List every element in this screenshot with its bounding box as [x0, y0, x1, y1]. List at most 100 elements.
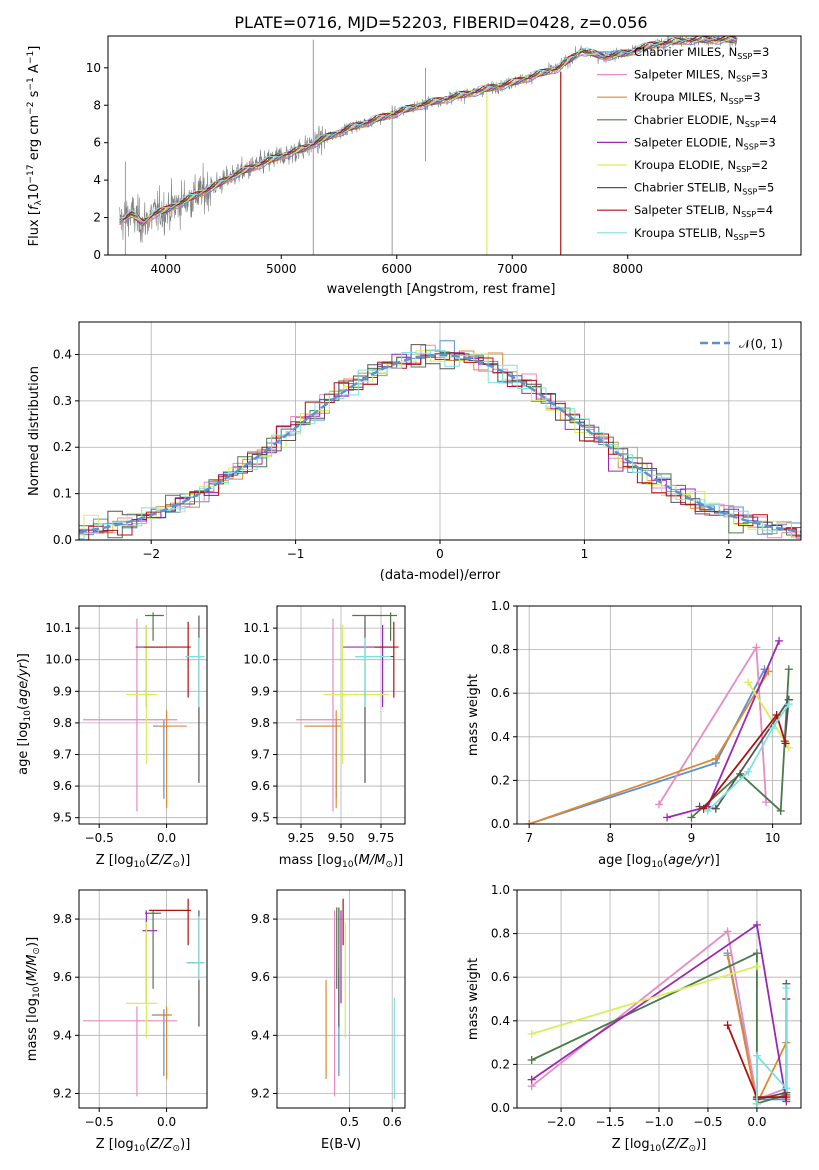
- ageM-ytick-label: 9.9: [251, 684, 270, 698]
- massZ-y-label: mass [log10(M/M⊙)]: [25, 937, 42, 1061]
- wAge-xtick-label: 10: [765, 831, 780, 845]
- wAge-ytick-label: 0.2: [491, 773, 510, 787]
- legend-label: Chabrier MILES, NSSP=3: [634, 45, 769, 61]
- wAge-plot-area: [525, 636, 793, 824]
- massEBV-x-label: E(B-V): [321, 1137, 361, 1152]
- ageM-ytick-label: 9.5: [251, 811, 270, 825]
- wAge-ytick-label: 0.4: [491, 730, 510, 744]
- massEBV-frame: [276, 889, 406, 1109]
- wAge-frame: [516, 605, 802, 825]
- figure-title: PLATE=0716, MJD=52203, FIBERID=0428, z=0…: [234, 13, 647, 32]
- wAge-ytick-label: 0.0: [491, 817, 510, 831]
- spectrum-y-label: Flux [fλ10−17 erg cm−2 s−1 A−1]: [26, 46, 44, 247]
- wZ-y-label: mass weight: [466, 958, 481, 1040]
- spectrum-ytick-label: 10: [86, 61, 101, 75]
- wAge-xtick-label: 8: [606, 831, 614, 845]
- ageZ-y-label: age [log10(age/yr)]: [16, 653, 33, 775]
- weight-line: [531, 965, 758, 1035]
- spectrum-frame: [107, 35, 802, 256]
- massEBV-xtick-label: 0.6: [383, 1115, 402, 1129]
- spectrum-model-line: [119, 36, 737, 222]
- massZ-xtick-label: 0.0: [157, 1115, 176, 1129]
- residuals-x-label: (data-model)/error: [380, 568, 501, 583]
- spectrum-ytick-label: 4: [93, 173, 101, 187]
- wZ-xtick-label: 0.0: [747, 1115, 766, 1129]
- massEBV-ytick-label: 9.2: [251, 1086, 270, 1100]
- weight-line: [756, 988, 788, 1104]
- ageZ-frame: [78, 605, 208, 825]
- residuals-ytick-label: 0.1: [53, 487, 72, 501]
- legend-label: Kroupa STELIB, NSSP=5: [634, 226, 766, 242]
- residuals-ytick-label: 0.0: [53, 533, 72, 547]
- ageZ-xtick-label: 0.0: [157, 831, 176, 845]
- spectrum-model-line: [119, 36, 737, 221]
- legend-label: Salpeter ELODIE, NSSP=3: [634, 135, 776, 151]
- weight-line: [690, 669, 790, 819]
- legend-label: Kroupa MILES, NSSP=3: [634, 90, 761, 106]
- wZ-xtick-label: −0.5: [693, 1115, 722, 1129]
- ageM-frame: [276, 605, 406, 825]
- ageM-xtick-label: 9.75: [368, 831, 395, 845]
- ageM-plot-area: [296, 612, 399, 812]
- massEBV-ytick-label: 9.6: [251, 970, 270, 984]
- wAge-ytick-label: 1.0: [491, 599, 510, 613]
- spectrum-xtick-label: 5000: [266, 262, 297, 276]
- wZ-ytick-label: 0.8: [491, 927, 510, 941]
- wZ-ytick-label: 0.6: [491, 970, 510, 984]
- weight-line: [747, 681, 790, 749]
- spectrum-xtick-label: 7000: [497, 262, 528, 276]
- residuals-xtick-label: −2: [142, 547, 160, 561]
- spectrum-xtick-label: 4000: [150, 262, 181, 276]
- massEBV-ytick-label: 9.4: [251, 1028, 270, 1042]
- residuals-xtick-label: 0: [436, 547, 444, 561]
- ageZ-x-label: Z [log10(Z/Z⊙)]: [96, 853, 191, 870]
- weight-line: [707, 703, 790, 812]
- weight-line: [756, 983, 788, 1101]
- massZ-plot-area: [83, 898, 205, 1097]
- wZ-ytick-label: 0.2: [491, 1057, 510, 1071]
- residuals-xtick-label: 1: [581, 547, 589, 561]
- residuals-xtick-label: 2: [725, 547, 733, 561]
- legend-label: Kroupa ELODIE, NSSP=2: [634, 158, 768, 174]
- spectrum-plot-area: [119, 36, 738, 255]
- spectrum-model-line: [119, 37, 737, 226]
- residual-histogram: [79, 352, 801, 537]
- spectrum-model-line: [119, 36, 737, 223]
- ageZ-ytick-label: 9.6: [53, 779, 72, 793]
- spectrum-ytick-label: 8: [93, 98, 101, 112]
- spectrum-model-line: [119, 37, 737, 224]
- wZ-xtick-label: −2.0: [546, 1115, 575, 1129]
- weight-line: [658, 644, 767, 805]
- ageM-xtick-label: 9.50: [328, 831, 355, 845]
- ageZ-plot-area: [83, 612, 205, 812]
- residuals-y-label: Normed distribution: [27, 366, 42, 496]
- wZ-ytick-label: 0.4: [491, 1014, 510, 1028]
- wZ-x-label: Z [log10(Z/Z⊙)]: [612, 1137, 707, 1154]
- ageZ-ytick-label: 10.0: [45, 653, 72, 667]
- wZ-xtick-label: −1.0: [644, 1115, 673, 1129]
- spectrum-model-line: [119, 36, 737, 221]
- wAge-x-label: age [log10(age/yr)]: [598, 853, 720, 870]
- legend-label: Chabrier ELODIE, NSSP=4: [634, 113, 777, 129]
- residuals-ytick-label: 0.2: [53, 440, 72, 454]
- wZ-xtick-label: −1.5: [595, 1115, 624, 1129]
- residuals-ytick-label: 0.3: [53, 394, 72, 408]
- massZ-frame: [78, 889, 208, 1109]
- residual-histogram: [79, 349, 801, 539]
- spectrum-ytick-label: 6: [93, 136, 101, 150]
- massZ-ytick-label: 9.4: [53, 1028, 72, 1042]
- ageM-xtick-label: 9.25: [288, 831, 315, 845]
- spectrum-ytick-label: 2: [93, 211, 101, 225]
- massZ-ytick-label: 9.8: [53, 912, 72, 926]
- legend-label: Salpeter STELIB, NSSP=4: [634, 203, 773, 219]
- residual-histogram: [79, 344, 801, 539]
- weight-line: [531, 951, 787, 1105]
- normal-curve: [79, 353, 801, 534]
- massZ-ytick-label: 9.6: [53, 970, 72, 984]
- legend-normal-label: 𝒩(0, 1): [739, 337, 783, 351]
- wZ-ytick-label: 1.0: [491, 883, 510, 897]
- weight-line: [531, 929, 787, 1101]
- wZ-plot-area: [527, 920, 791, 1108]
- wAge-y-label: mass weight: [466, 674, 481, 756]
